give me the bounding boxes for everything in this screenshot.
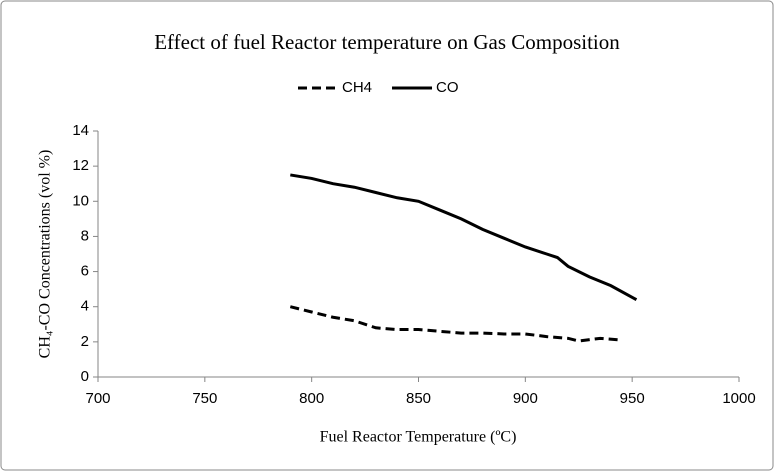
y-tick-label: 0 bbox=[81, 368, 89, 385]
x-tick-label: 1000 bbox=[722, 390, 755, 407]
y-tick-label: 2 bbox=[81, 333, 89, 350]
y-tick-label: 10 bbox=[72, 192, 89, 209]
y-tick-label: 4 bbox=[81, 298, 89, 315]
chart-title: Effect of fuel Reactor temperature on Ga… bbox=[154, 30, 620, 54]
x-tick-label: 700 bbox=[85, 390, 110, 407]
y-tick-label: 14 bbox=[72, 122, 89, 139]
x-tick-label: 900 bbox=[513, 390, 538, 407]
x-tick-label: 950 bbox=[620, 390, 645, 407]
x-tick-label: 850 bbox=[406, 390, 431, 407]
y-tick-label: 8 bbox=[81, 227, 89, 244]
x-tick-label: 800 bbox=[299, 390, 324, 407]
y-tick-label: 6 bbox=[81, 263, 89, 280]
x-tick-label: 750 bbox=[192, 390, 217, 407]
y-axis-label: CH₄-CO Concentrations (vol %) bbox=[37, 150, 54, 359]
x-axis-label: Fuel Reactor Temperature (ºC) bbox=[320, 429, 517, 446]
legend-label: CO bbox=[436, 79, 459, 96]
y-tick-label: 12 bbox=[72, 157, 89, 174]
legend-label: CH4 bbox=[342, 79, 372, 96]
series-line bbox=[290, 173, 638, 302]
series-line bbox=[289, 305, 622, 343]
